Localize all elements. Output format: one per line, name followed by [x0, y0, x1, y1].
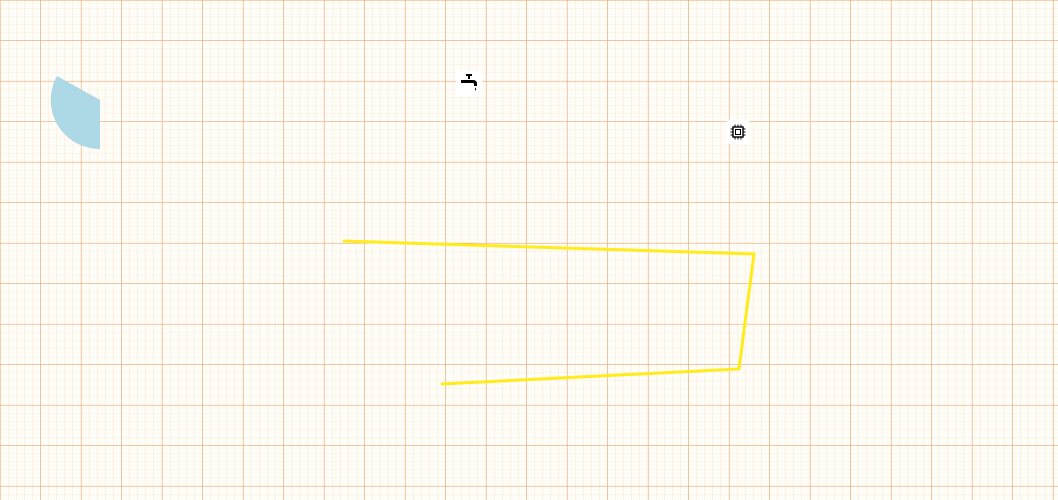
cpu-chip-glyph	[730, 124, 746, 140]
cpu-chip-icon[interactable]	[726, 120, 750, 144]
faucet-glyph	[461, 74, 477, 91]
faucet-icon[interactable]	[456, 70, 482, 96]
yellow-polyline[interactable]	[342, 239, 756, 386]
light-blue-pie-shape[interactable]	[50, 76, 100, 150]
